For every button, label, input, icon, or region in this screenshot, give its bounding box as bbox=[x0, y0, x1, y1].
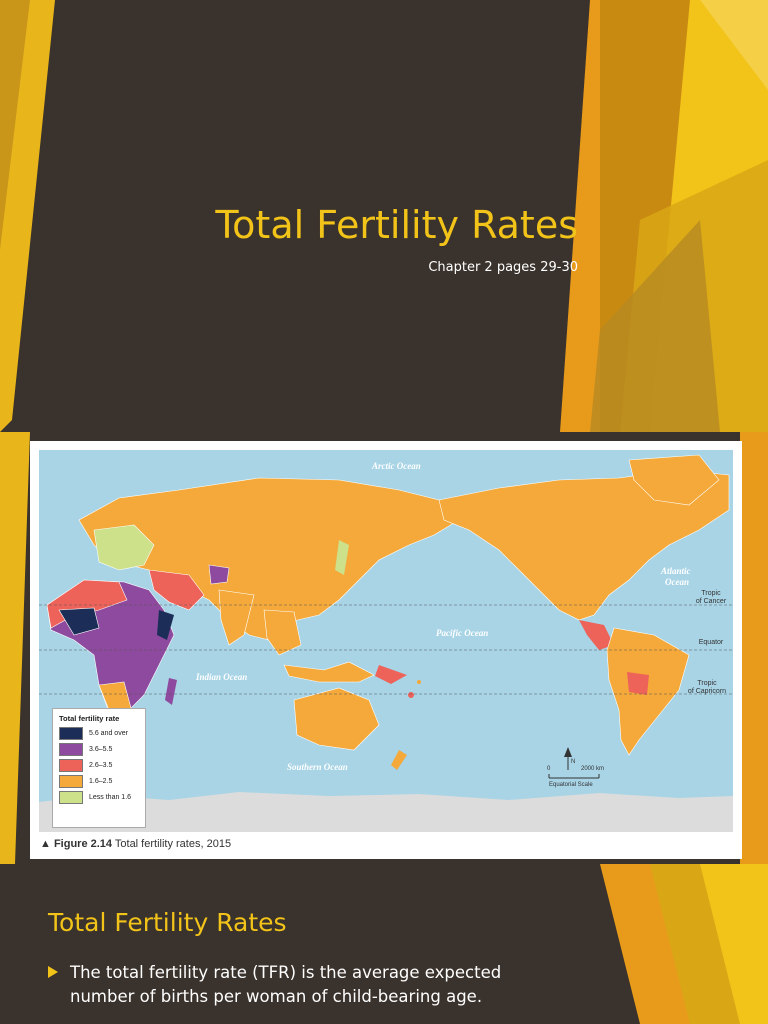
atlantic-ocean-label-2: Ocean bbox=[665, 577, 689, 587]
legend-label: 5.6 and over bbox=[89, 729, 128, 737]
legend-label: 2.6–3.5 bbox=[89, 761, 113, 769]
legend-swatch bbox=[59, 758, 83, 772]
southern-ocean-label: Southern Ocean bbox=[287, 762, 348, 772]
decorative-shapes-2 bbox=[0, 432, 768, 864]
scale-km: 2000 km bbox=[581, 766, 605, 772]
slide-subtitle: Chapter 2 pages 29-30 bbox=[428, 260, 578, 275]
figure-frame: Arctic Ocean Atlantic Ocean Pacific Ocea… bbox=[30, 441, 742, 859]
caption-text: Total fertility rates, 2015 bbox=[114, 838, 232, 850]
decorative-shapes-3 bbox=[600, 864, 768, 1024]
capricorn-line-1: Tropic bbox=[697, 680, 717, 687]
legend-label: Less than 1.6 bbox=[89, 793, 132, 801]
legend-item: 2.6–3.5 bbox=[59, 758, 145, 772]
pacific-ocean-label: Pacific Ocean bbox=[436, 628, 489, 638]
figure-caption: ▲ Figure 2.14 Total fertility rates, 201… bbox=[40, 838, 231, 850]
caption-triangle-icon: ▲ bbox=[40, 838, 51, 850]
legend-title: Total fertility rate bbox=[59, 714, 120, 723]
map-legend: Total fertility rate 5.6 and over 3.6–5.… bbox=[52, 708, 146, 828]
bullet-text: The total fertility rate (TFR) is the av… bbox=[70, 963, 502, 1006]
section-heading: Total Fertility Rates bbox=[48, 908, 287, 937]
cancer-line-1: Tropic bbox=[701, 590, 721, 597]
world-map: Arctic Ocean Atlantic Ocean Pacific Ocea… bbox=[39, 450, 733, 832]
legend-item: 5.6 and over bbox=[59, 726, 145, 740]
atlantic-ocean-label-1: Atlantic bbox=[661, 566, 691, 576]
capricorn-line-2: of Capricorn bbox=[687, 688, 727, 695]
caption-number: Figure 2.14 bbox=[53, 838, 113, 850]
indian-ocean-label: Indian Ocean bbox=[196, 672, 248, 682]
title-slide: Total Fertility Rates Chapter 2 pages 29… bbox=[0, 0, 768, 432]
slide-title: Total Fertility Rates bbox=[215, 203, 578, 247]
legend-item: 1.6–2.5 bbox=[59, 774, 145, 788]
bullet-arrow-icon bbox=[48, 966, 58, 978]
legend-item: Less than 1.6 bbox=[59, 790, 145, 804]
cancer-line-2: of Cancer bbox=[695, 598, 727, 605]
map-land bbox=[39, 454, 733, 832]
tropic-of-capricorn-label: Tropic of Capricorn bbox=[681, 680, 733, 696]
legend-swatch bbox=[59, 726, 83, 740]
arctic-ocean-label: Arctic Ocean bbox=[372, 461, 421, 471]
legend-swatch bbox=[59, 742, 83, 756]
north-label: N bbox=[571, 759, 576, 765]
legend-label: 3.6–5.5 bbox=[89, 745, 113, 753]
content-slide: Total Fertility Rates The total fertilit… bbox=[0, 864, 768, 1024]
tropic-of-cancer-label: Tropic of Cancer bbox=[689, 590, 733, 606]
figure-slide: Arctic Ocean Atlantic Ocean Pacific Ocea… bbox=[0, 432, 768, 864]
legend-swatch bbox=[59, 774, 83, 788]
scale-equatorial: Equatorial Scale bbox=[549, 782, 593, 788]
scale-zero: 0 bbox=[547, 766, 551, 772]
legend-swatch bbox=[59, 790, 83, 804]
bullet-item: The total fertility rate (TFR) is the av… bbox=[48, 961, 570, 1009]
equator-label: Equator bbox=[698, 639, 724, 646]
legend-item: 3.6–5.5 bbox=[59, 742, 145, 756]
decorative-shapes bbox=[0, 0, 768, 432]
legend-label: 1.6–2.5 bbox=[89, 777, 113, 785]
